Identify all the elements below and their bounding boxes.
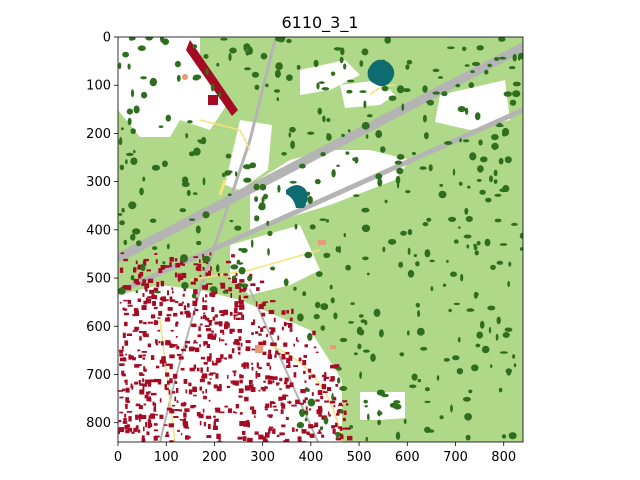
x-tick-label: 600 xyxy=(395,450,420,465)
y-tick-label: 500 xyxy=(86,272,111,287)
misc-features xyxy=(182,74,336,353)
y-tick-label: 600 xyxy=(86,320,111,335)
y-tick-label: 800 xyxy=(86,416,111,431)
y-tick-label: 100 xyxy=(86,79,111,94)
y-axis: 0 100 200 300 400 500 600 700 800 xyxy=(86,31,118,431)
y-tick-label: 700 xyxy=(86,368,111,383)
water-bodies xyxy=(286,59,395,208)
y-tick-label: 400 xyxy=(86,223,111,238)
y-tick-label: 0 xyxy=(103,31,111,46)
x-tick-label: 400 xyxy=(298,450,323,465)
x-tick-label: 100 xyxy=(154,450,179,465)
y-tick-label: 200 xyxy=(86,127,111,142)
x-tick-label: 300 xyxy=(250,450,275,465)
x-tick-label: 200 xyxy=(202,450,227,465)
x-tick-label: 500 xyxy=(347,450,372,465)
x-tick-label: 700 xyxy=(443,450,468,465)
buildings xyxy=(118,40,353,442)
x-tick-label: 800 xyxy=(491,450,516,465)
land-use-map xyxy=(118,37,523,442)
figure-title: 6110_3_1 xyxy=(281,13,358,33)
x-axis: 0 100 200 300 400 500 600 700 800 xyxy=(114,442,516,465)
y-tick-label: 300 xyxy=(86,175,111,190)
trees xyxy=(118,37,523,442)
x-tick-label: 0 xyxy=(114,450,122,465)
axes-frame xyxy=(117,36,524,443)
